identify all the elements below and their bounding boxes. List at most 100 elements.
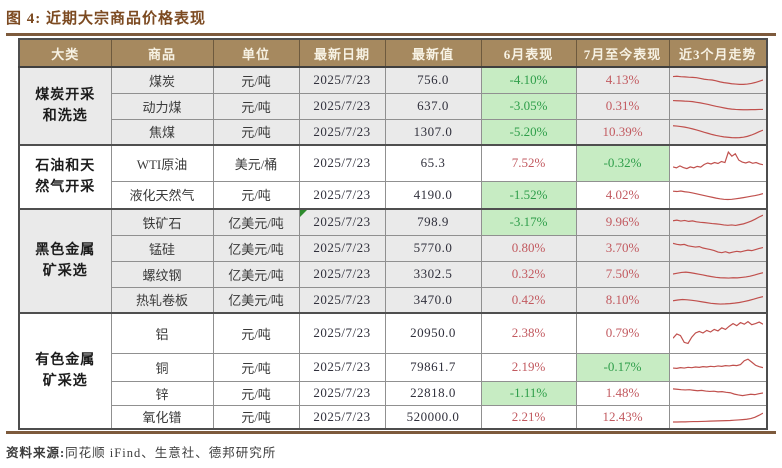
trend-cell bbox=[668, 144, 768, 182]
category-cell: 黑色金属矿采选 bbox=[18, 208, 112, 314]
figure-title: 图 4: 近期大宗商品价格表现 bbox=[6, 11, 206, 27]
date-cell: 2025/7/23 bbox=[298, 312, 386, 354]
table-row: 动力煤 元/吨 2025/7/23 637.0 -3.05% 0.31% bbox=[19, 92, 768, 120]
value-cell: 756.0 bbox=[384, 66, 482, 94]
trend-cell bbox=[668, 352, 768, 382]
trend-cell bbox=[668, 234, 768, 262]
trend-sparkline bbox=[673, 265, 763, 283]
source-label: 资料来源: bbox=[6, 446, 66, 460]
date-cell: 2025/7/23 bbox=[298, 352, 386, 382]
title-rule bbox=[6, 33, 776, 36]
value-cell: 520000.0 bbox=[384, 404, 482, 430]
trend-cell bbox=[668, 66, 768, 94]
trend-cell bbox=[668, 208, 768, 236]
unit-cell: 亿美元/吨 bbox=[212, 208, 300, 236]
unit-cell: 元/吨 bbox=[212, 312, 300, 354]
date-cell: 2025/7/23 bbox=[298, 92, 386, 120]
trend-sparkline bbox=[673, 213, 763, 231]
date-cell: 2025/7/23 bbox=[298, 144, 386, 182]
july-perf-cell: 1.48% bbox=[575, 380, 670, 406]
trend-cell bbox=[668, 286, 768, 314]
date-cell: 2025/7/23 bbox=[298, 66, 386, 94]
table-row: 液化天然气 元/吨 2025/7/23 4190.0 -1.52% 4.02% bbox=[19, 180, 768, 210]
july-perf-cell: 7.50% bbox=[575, 260, 670, 288]
unit-cell: 亿美元/吨 bbox=[212, 260, 300, 288]
june-perf-cell: -4.10% bbox=[480, 66, 577, 94]
column-header-2: 单位 bbox=[212, 38, 300, 68]
date-cell: 2025/7/23 bbox=[298, 180, 386, 210]
unit-cell: 美元/桶 bbox=[212, 144, 300, 182]
commodity-cell: 液化天然气 bbox=[110, 180, 214, 210]
july-perf-cell: 0.31% bbox=[575, 92, 670, 120]
commodity-cell: 锰硅 bbox=[110, 234, 214, 262]
july-perf-cell: 4.02% bbox=[575, 180, 670, 210]
july-perf-cell: 8.10% bbox=[575, 286, 670, 314]
commodity-cell: 动力煤 bbox=[110, 92, 214, 120]
table-body: 煤炭开采和洗选 煤炭 元/吨 2025/7/23 756.0 -4.10% 4.13% 动力煤… bbox=[18, 66, 768, 430]
category-cell: 石油和天然气开采 bbox=[18, 144, 112, 210]
date-cell: 2025/7/23 bbox=[298, 404, 386, 430]
trend-sparkline bbox=[673, 357, 763, 377]
june-perf-cell: 7.52% bbox=[480, 144, 577, 182]
value-cell: 20950.0 bbox=[384, 312, 482, 354]
column-header-4: 最新值 bbox=[384, 38, 482, 68]
date-cell: 2025/7/23 bbox=[298, 286, 386, 314]
date-cell: 2025/7/23 bbox=[298, 118, 386, 146]
value-cell: 3470.0 bbox=[384, 286, 482, 314]
table-row: 有色金属矿采选铝元/吨 2025/7/23 20950.0 2.38% 0.79% bbox=[18, 312, 768, 430]
table-row: 黑色金属矿采选 铁矿石 亿美元/吨 2025/7/23 798.9 -3.17% 9.96% bbox=[18, 208, 768, 314]
trend-sparkline bbox=[673, 385, 763, 401]
table-row: 热轧卷板 亿美元/吨 2025/7/23 3470.0 0.42% 8.10% bbox=[19, 286, 768, 314]
table-row: 螺纹钢 亿美元/吨 2025/7/23 3302.5 0.32% 7.50% bbox=[19, 260, 768, 288]
value-cell: 5770.0 bbox=[384, 234, 482, 262]
july-perf-cell: 12.43% bbox=[575, 404, 670, 430]
june-perf-cell: -3.05% bbox=[480, 92, 577, 120]
july-perf-cell: 0.79% bbox=[575, 312, 670, 354]
june-perf-cell: -1.11% bbox=[480, 380, 577, 406]
june-perf-cell: -5.20% bbox=[480, 118, 577, 146]
cell-note-marker bbox=[300, 211, 307, 217]
trend-sparkline bbox=[673, 185, 763, 205]
column-header-7: 近3个月走势 bbox=[668, 38, 768, 68]
unit-cell: 元/吨 bbox=[212, 118, 300, 146]
commodity-cell: 铝 bbox=[110, 312, 214, 354]
value-cell: 22818.0 bbox=[384, 380, 482, 406]
july-perf-cell: 9.96% bbox=[575, 208, 670, 236]
commodity-cell: 铁矿石 bbox=[110, 208, 214, 236]
column-header-0: 大类 bbox=[18, 38, 112, 68]
june-perf-cell: -3.17% bbox=[480, 208, 577, 236]
unit-cell: 元/吨 bbox=[212, 66, 300, 94]
column-header-6: 7月至今表现 bbox=[575, 38, 670, 68]
june-perf-cell: 0.42% bbox=[480, 286, 577, 314]
value-cell: 3302.5 bbox=[384, 260, 482, 288]
footer-rule bbox=[6, 431, 776, 434]
trend-cell bbox=[668, 404, 768, 430]
table-row: 煤炭开采和洗选 煤炭 元/吨 2025/7/23 756.0 -4.10% 4.13% bbox=[18, 66, 768, 146]
july-perf-cell: 10.39% bbox=[575, 118, 670, 146]
june-perf-cell: -1.52% bbox=[480, 180, 577, 210]
unit-cell: 元/吨 bbox=[212, 92, 300, 120]
commodity-table: 大类 商品 单位 最新日期 最新值 6月表现 7月至今表现 近3个月走势 煤炭开采和洗选 煤炭元… bbox=[18, 38, 768, 430]
july-perf-cell: 4.13% bbox=[575, 66, 670, 94]
commodity-cell: 铜 bbox=[110, 352, 214, 382]
column-header-5: 6月表现 bbox=[480, 38, 577, 68]
july-perf-cell: 3.70% bbox=[575, 234, 670, 262]
july-perf-cell: -0.17% bbox=[575, 352, 670, 382]
column-header-3: 最新日期 bbox=[298, 38, 386, 68]
trend-sparkline bbox=[673, 149, 763, 177]
trend-sparkline bbox=[673, 123, 763, 141]
june-perf-cell: 2.21% bbox=[480, 404, 577, 430]
table-row: 焦煤 元/吨 2025/7/23 1307.0 -5.20% 10.39% bbox=[19, 118, 768, 146]
column-header-1: 商品 bbox=[110, 38, 214, 68]
commodity-cell: 焦煤 bbox=[110, 118, 214, 146]
trend-cell bbox=[668, 180, 768, 210]
trend-sparkline bbox=[673, 97, 763, 115]
table-row: 锰硅 亿美元/吨 2025/7/23 5770.0 0.80% 3.70% bbox=[19, 234, 768, 262]
category-cell: 煤炭开采和洗选 bbox=[18, 66, 112, 146]
value-cell: 637.0 bbox=[384, 92, 482, 120]
commodity-cell: 螺纹钢 bbox=[110, 260, 214, 288]
june-perf-cell: 2.38% bbox=[480, 312, 577, 354]
june-perf-cell: 2.19% bbox=[480, 352, 577, 382]
header-row: 大类 商品 单位 最新日期 最新值 6月表现 7月至今表现 近3个月走势 bbox=[18, 38, 768, 68]
